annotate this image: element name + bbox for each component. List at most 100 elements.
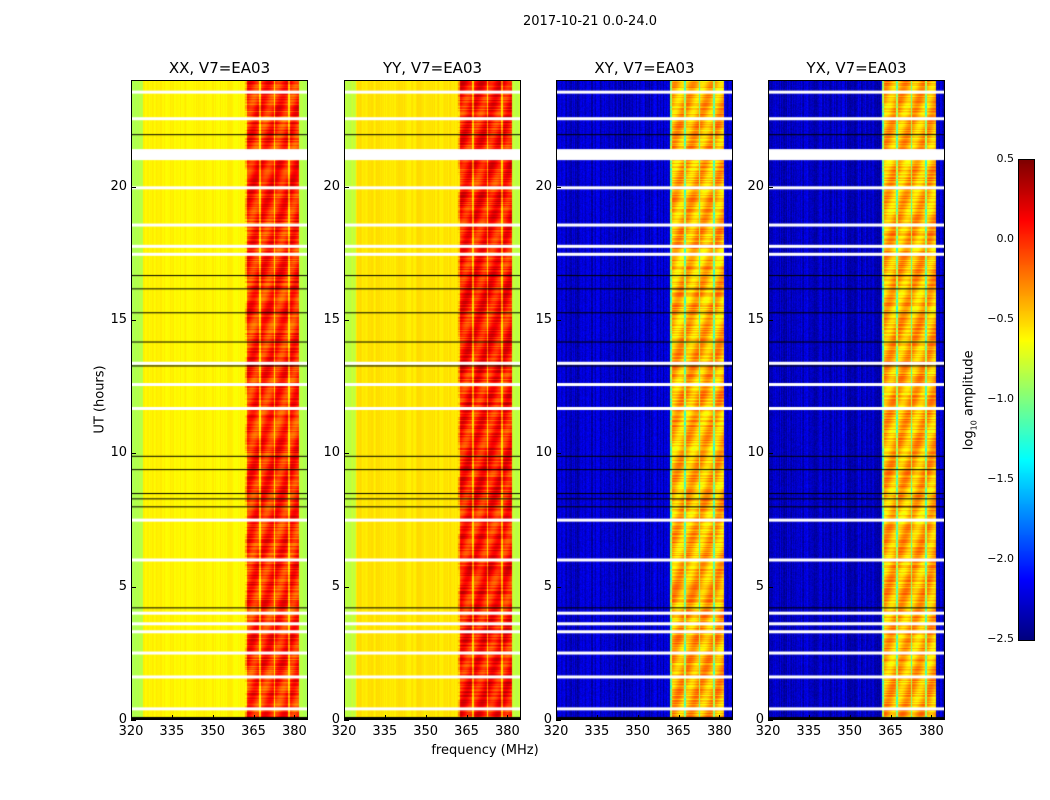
y-tick-label: 5 [543,578,552,594]
y-tick-label: 0 [755,712,764,727]
x-tick-label: 350 [625,724,651,739]
x-tick-label: 320 [118,724,144,739]
y-tick-mark [344,453,349,455]
x-tick-label: 365 [878,724,903,739]
y-tick-label: 0 [543,712,552,727]
x-tick-mark [678,715,680,720]
figure-title: 2017-10-21 0.0-24.0 [523,14,657,29]
x-tick-label: 320 [331,724,357,739]
x-tick-label: 380 [494,724,520,739]
colorbar-tick-label: −1.0 [987,392,1014,405]
y-tick-mark [768,186,773,188]
colorbar-tick-label: −2.0 [987,552,1014,565]
colorbar-tick-label: 0.0 [996,232,1015,245]
colorbar-tick-label: 0.5 [996,152,1015,165]
y-tick-mark [556,320,561,321]
x-tick-mark [507,715,509,720]
y-tick-label: 0 [331,712,340,727]
y-tick-label: 5 [118,578,127,594]
x-tick-mark [384,715,386,720]
x-tick-mark [131,715,132,720]
panel-title: XX, V7=EA03 [168,59,271,77]
x-tick-mark [719,715,721,720]
x-tick-label: 335 [372,724,398,739]
x-tick-label: 335 [159,724,185,739]
x-tick-label: 365 [241,724,266,739]
y-tick-mark [344,186,349,188]
y-axis-label: UT (hours) [92,365,108,434]
y-tick-label: 20 [747,178,764,194]
y-tick-label: 10 [535,445,552,461]
y-tick-label: 20 [535,178,552,194]
x-tick-label: 350 [413,724,439,739]
heatmap-panel-2 [556,80,733,720]
panel-title: XY, V7=EA03 [594,59,695,77]
heatmap-cells [345,81,520,719]
y-tick-label: 10 [110,445,127,461]
heatmap-panel-1 [344,80,521,720]
x-tick-mark [596,715,598,720]
heatmap-panel-0 [131,80,308,720]
y-tick-mark [556,720,561,721]
x-tick-label: 380 [918,724,944,739]
y-tick-mark [131,586,136,588]
x-tick-mark [808,715,810,720]
y-tick-mark [131,453,136,455]
panel-title: YX, V7=EA03 [806,59,907,77]
x-tick-label: 335 [584,724,610,739]
colorbar-tick-label: −1.5 [987,472,1014,485]
panel-title: YY, V7=EA03 [382,59,483,77]
x-tick-label: 350 [200,724,226,739]
y-tick-label: 15 [535,312,552,327]
x-tick-mark [171,715,173,720]
y-tick-label: 15 [747,312,764,327]
heatmap-cells [769,81,944,719]
x-tick-mark [768,715,769,720]
x-tick-mark [466,715,468,720]
y-tick-mark [556,453,561,455]
y-tick-label: 10 [323,445,340,461]
colorbar [1018,159,1035,641]
x-tick-label: 320 [755,724,781,739]
y-tick-mark [131,186,136,188]
y-tick-label: 0 [118,712,127,727]
x-tick-mark [294,715,296,720]
x-tick-mark [556,715,557,720]
y-tick-label: 20 [110,178,127,194]
y-tick-label: 20 [323,178,340,194]
y-tick-mark [344,720,349,721]
heatmap-cells [557,81,732,719]
y-tick-mark [131,720,136,721]
x-tick-label: 365 [666,724,691,739]
x-tick-mark [212,715,214,720]
y-tick-label: 15 [323,312,340,327]
x-tick-mark [425,715,427,720]
x-tick-mark [253,715,255,720]
x-tick-mark [849,715,851,720]
heatmap-cells [132,81,307,719]
y-tick-label: 15 [110,312,127,327]
colorbar-tick-label: −0.5 [987,312,1014,325]
y-tick-label: 5 [755,578,764,594]
x-tick-label: 350 [837,724,863,739]
x-tick-mark [344,715,345,720]
y-tick-mark [768,586,773,588]
y-tick-mark [344,320,349,321]
y-tick-mark [131,320,136,321]
x-tick-label: 380 [706,724,732,739]
x-tick-mark [890,715,892,720]
heatmap-panel-3 [768,80,945,720]
y-tick-mark [768,453,773,455]
y-tick-mark [556,186,561,188]
x-tick-mark [637,715,639,720]
y-tick-mark [344,586,349,588]
y-tick-mark [556,586,561,588]
x-tick-label: 320 [543,724,569,739]
x-tick-label: 365 [454,724,479,739]
x-tick-mark [931,715,933,720]
x-tick-label: 335 [796,724,822,739]
y-tick-mark [768,720,773,721]
y-tick-label: 10 [747,445,764,461]
colorbar-tick-label: −2.5 [987,632,1014,645]
y-tick-mark [768,320,773,321]
